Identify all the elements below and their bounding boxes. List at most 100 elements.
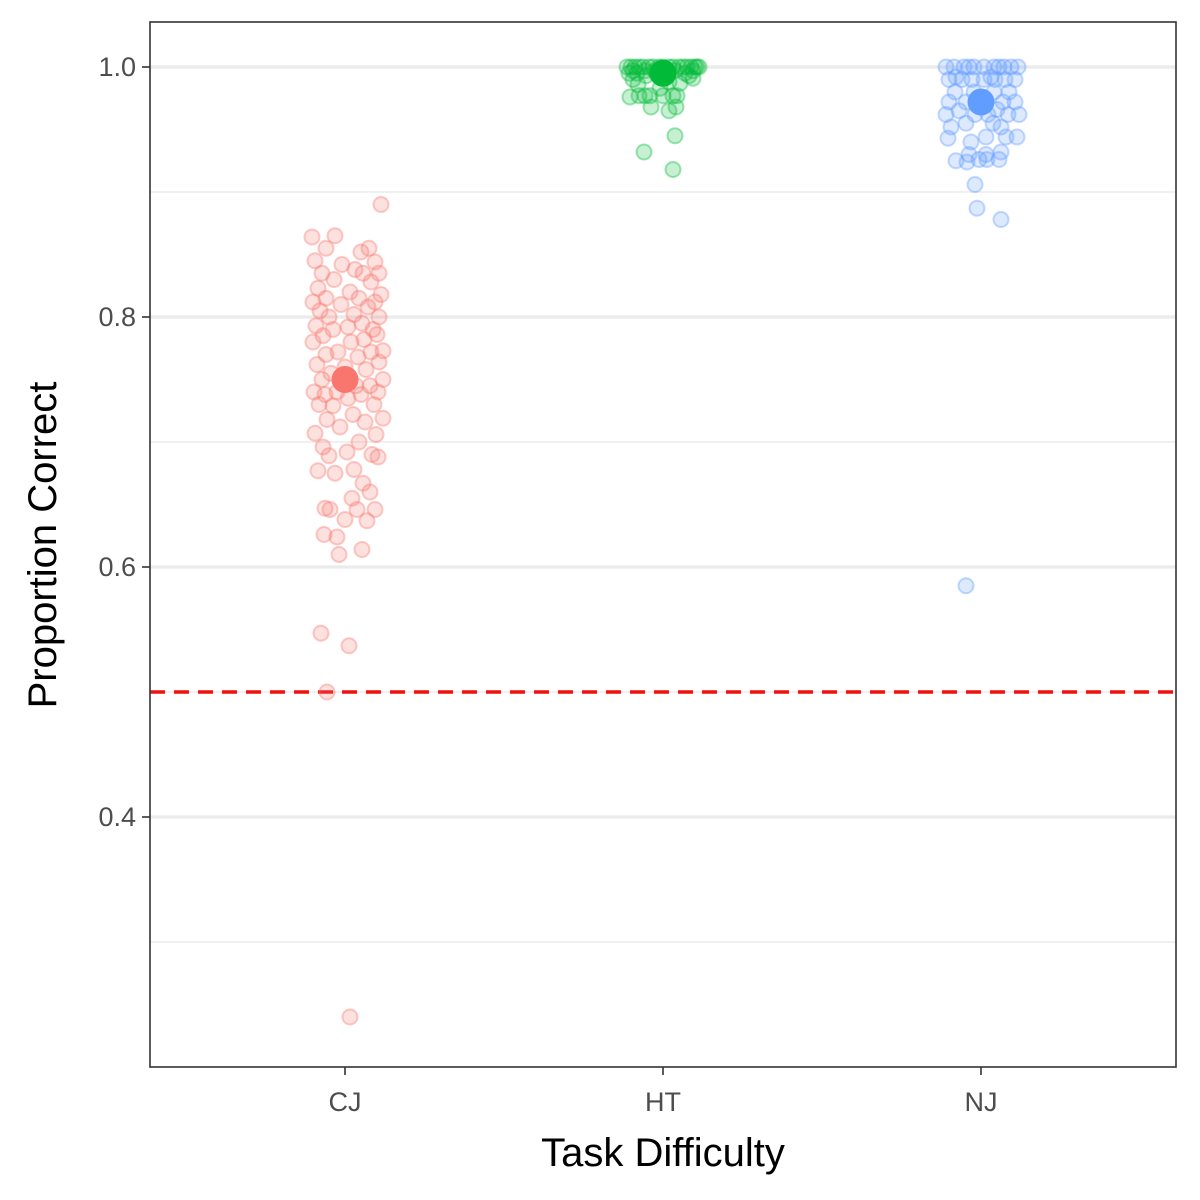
data-point — [668, 87, 686, 105]
data-point — [303, 228, 321, 246]
data-point — [360, 239, 378, 257]
data-point — [314, 327, 332, 345]
data-point — [358, 512, 376, 530]
data-point — [970, 151, 988, 168]
data-point — [680, 67, 698, 85]
data-point — [345, 461, 363, 478]
data-point — [345, 306, 363, 323]
data-point — [336, 511, 354, 528]
data-point — [342, 333, 360, 351]
data-point — [352, 243, 370, 261]
x-axis: CJ HT NJ — [329, 1067, 998, 1117]
data-point — [682, 58, 700, 76]
data-point — [940, 71, 958, 88]
data-point — [370, 353, 388, 371]
data-point — [332, 296, 350, 313]
data-point — [986, 71, 1004, 88]
data-point — [947, 152, 965, 170]
data-point — [369, 383, 387, 401]
x-tick-label: HT — [645, 1087, 681, 1117]
data-point — [939, 129, 957, 147]
data-point — [339, 318, 357, 336]
data-point — [361, 483, 379, 501]
y-tick-label: 1.0 — [98, 52, 136, 82]
mean-point-nj — [967, 88, 995, 116]
data-point — [992, 118, 1010, 136]
data-point — [355, 331, 373, 348]
data-point — [654, 87, 672, 105]
data-point — [374, 342, 392, 360]
data-point — [314, 438, 332, 456]
data-point — [641, 87, 659, 105]
data-point — [676, 64, 694, 82]
data-point — [361, 377, 379, 395]
data-point — [369, 448, 387, 466]
data-point — [341, 283, 359, 301]
data-point — [333, 256, 351, 273]
data-point — [968, 199, 986, 217]
data-point — [306, 252, 324, 270]
data-point — [999, 106, 1017, 123]
data-point — [317, 239, 335, 257]
data-point — [374, 371, 392, 388]
data-point — [321, 501, 339, 518]
data-point — [350, 289, 368, 307]
data-point — [620, 64, 638, 82]
y-tick-label: 0.4 — [98, 802, 136, 832]
y-tick-label: 0.6 — [98, 552, 136, 582]
data-point — [1009, 58, 1027, 76]
data-point — [937, 106, 955, 123]
data-point — [348, 501, 366, 518]
data-point — [978, 151, 996, 168]
data-point — [957, 577, 975, 595]
data-point — [618, 58, 636, 76]
data-point — [975, 71, 993, 88]
data-point — [330, 546, 348, 563]
data-point — [977, 146, 995, 163]
data-point — [945, 58, 963, 76]
data-point — [366, 253, 384, 271]
x-tick-label: CJ — [329, 1087, 362, 1117]
data-point — [1000, 83, 1018, 101]
data-point — [1002, 58, 1020, 76]
data-point — [363, 446, 381, 463]
data-point — [326, 464, 344, 482]
data-point — [629, 76, 647, 93]
data-point — [308, 356, 326, 373]
data-point — [990, 58, 1008, 76]
data-point — [340, 637, 358, 655]
data-point — [690, 58, 708, 76]
data-point — [1006, 93, 1024, 111]
data-point — [320, 308, 338, 326]
data-point — [666, 127, 684, 145]
data-point — [942, 118, 960, 136]
data-point — [344, 406, 362, 423]
data-point — [684, 62, 702, 80]
data-point — [341, 1008, 359, 1026]
y-axis-title: Proportion Correct — [21, 382, 65, 709]
data-point — [634, 58, 652, 76]
data-point — [359, 298, 377, 316]
data-point — [990, 151, 1008, 168]
data-point — [329, 343, 347, 361]
data-point — [1008, 128, 1026, 146]
data-point — [354, 264, 372, 282]
data-point — [352, 386, 370, 403]
data-point — [325, 271, 343, 288]
data-point — [309, 462, 327, 480]
data-point — [992, 211, 1010, 228]
data-point — [354, 474, 372, 492]
data-point — [962, 133, 980, 151]
data-point — [630, 87, 648, 105]
data-point — [320, 447, 338, 465]
data-point — [965, 58, 983, 76]
data-point — [624, 71, 642, 88]
data-point — [304, 293, 322, 311]
data-point — [304, 333, 322, 351]
data-point — [950, 102, 968, 120]
data-point — [621, 88, 639, 106]
data-point — [636, 87, 654, 105]
data-point — [664, 161, 682, 178]
data-point — [317, 289, 335, 307]
